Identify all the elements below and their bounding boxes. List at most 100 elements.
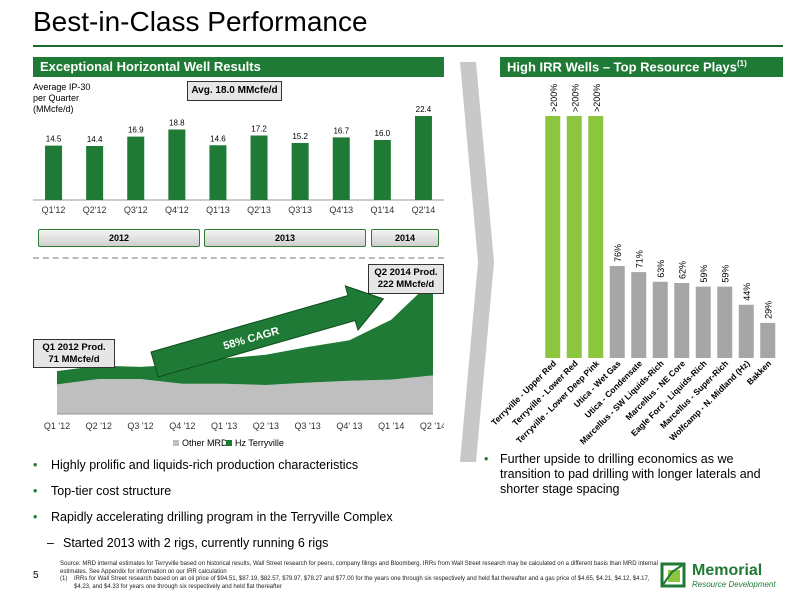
bar [168, 129, 186, 200]
bar [86, 146, 104, 200]
left-bullets: Highly prolific and liquids-rich product… [33, 458, 463, 562]
ip30-bar-chart: 14.5 Q1'12 14.4 Q2'12 16.9 Q3'12 18.8 Q4'12 14.6… [33, 105, 444, 215]
logo-name: Memorial [692, 562, 763, 579]
sub-bullet-item: Started 2013 with 2 rigs, currently runn… [33, 536, 463, 551]
data-label: 15.2 [292, 132, 308, 141]
bar [545, 116, 561, 358]
data-label: 22.4 [416, 105, 432, 114]
legend-swatch [226, 440, 232, 446]
footnote-note: (1) IRRs for Wall Street research based … [60, 576, 660, 591]
data-label: 71% [635, 250, 645, 268]
x-tick-label: Q2'12 [83, 205, 107, 215]
footnote-marker: (1) [736, 59, 747, 68]
data-label: 18.8 [169, 119, 185, 128]
data-label: 16.9 [128, 126, 144, 135]
right-bullet: Further upside to drilling economics as … [484, 452, 784, 497]
bar [414, 116, 432, 200]
section-divider [33, 257, 444, 259]
area-hz-terryville [57, 279, 433, 385]
data-label: 16.0 [375, 129, 391, 138]
x-tick-label: Q4'13 [329, 205, 353, 215]
footnote-note-marker: (1) [60, 576, 68, 582]
company-logo: Memorial Resource Development [660, 560, 790, 592]
data-label: 16.7 [333, 126, 349, 135]
bar [127, 136, 145, 200]
data-label: 29% [764, 301, 774, 319]
bar [674, 282, 690, 358]
footnote: Source: MRD internal estimates for Terry… [60, 561, 660, 591]
page-title: Best-in-Class Performance [33, 6, 368, 37]
cagr-arrow-shape [150, 285, 385, 378]
bar [291, 143, 309, 200]
irr-bar-chart: >200%Terryville - Upper Red>200%Terryvil… [490, 84, 776, 446]
bar [631, 272, 647, 358]
y-axis-label-line: (MMcfe/d) [33, 104, 74, 114]
callout-line: Q2 2014 Prod. [374, 267, 438, 278]
right-section-header: High IRR Wells – Top Resource Plays(1) [500, 57, 783, 77]
page-number: 5 [33, 570, 39, 581]
area-other-mrd [57, 375, 433, 414]
bar [717, 286, 733, 358]
x-tick-label: Q4' 13 [336, 421, 362, 431]
year-box-2013: 2013 [204, 229, 366, 247]
bar [566, 116, 582, 358]
average-label: Avg. 18.0 MMcfe/d [187, 81, 282, 101]
bar [652, 281, 668, 358]
footnote-source: Source: MRD internal estimates for Terry… [60, 561, 658, 575]
callout-line: 71 MMcfe/d [48, 354, 100, 365]
bar [609, 266, 625, 358]
bar [738, 304, 754, 358]
x-tick-label: Q3'12 [124, 205, 148, 215]
x-tick-label: Q3 '12 [127, 421, 153, 431]
data-label: 44% [742, 283, 752, 301]
production-area-chart: Q1 '12 Q2 '12 Q3 '12 Q4 '12 Q1 '13 Q2 '13 Q3 '… [44, 279, 444, 448]
title-divider [33, 45, 783, 47]
data-label: 17.2 [251, 125, 267, 134]
x-tick-label: Q1'13 [206, 205, 230, 215]
x-tick-label: Q1 '13 [211, 421, 237, 431]
bar [209, 145, 227, 200]
legend-swatch [173, 440, 179, 446]
data-label: >200% [592, 84, 602, 112]
logo-subtitle: Resource Development [692, 580, 776, 589]
left-section-header: Exceptional Horizontal Well Results [33, 57, 444, 77]
bullet-item: Top-tier cost structure [33, 484, 463, 499]
x-tick-label: Bakken [745, 358, 773, 386]
x-tick-label: Q1 '14 [378, 421, 404, 431]
legend-label: Hz Terryville [235, 438, 284, 448]
x-tick-label: Q3'13 [288, 205, 312, 215]
x-tick-label: Q4'12 [165, 205, 189, 215]
y-axis-label: Average IP-30 per Quarter (MMcfe/d) [33, 82, 90, 115]
q2-2014-callout: Q2 2014 Prod. 222 MMcfe/d [368, 264, 444, 294]
bar [760, 322, 776, 358]
x-tick-label: Q4 '12 [169, 421, 195, 431]
x-tick-label: Q2 '13 [253, 421, 279, 431]
q1-2012-callout: Q1 2012 Prod. 71 MMcfe/d [33, 339, 115, 368]
x-tick-label: Q2'14 [412, 205, 436, 215]
data-label: 14.4 [87, 135, 103, 144]
callout-line: Q1 2012 Prod. [42, 342, 106, 353]
bar [695, 286, 711, 358]
data-label: 14.6 [210, 134, 226, 143]
bar [45, 145, 63, 200]
callout-line: 222 MMcfe/d [377, 279, 435, 290]
data-label: >200% [570, 84, 580, 112]
bullet-item: Highly prolific and liquids-rich product… [33, 458, 463, 473]
bar [588, 116, 604, 358]
cagr-arrow: 58% CAGR [150, 285, 385, 378]
data-label: 63% [656, 260, 666, 278]
bar [332, 137, 350, 200]
x-tick-label: Q1'14 [370, 205, 394, 215]
data-label: 62% [678, 261, 688, 279]
logo-mark-icon [660, 562, 686, 588]
y-axis-label-line: Average IP-30 [33, 82, 91, 92]
x-tick-label: Q3 '13 [295, 421, 321, 431]
bar [373, 140, 391, 200]
transition-arrow [460, 62, 494, 462]
legend-label: Other MRD [182, 438, 228, 448]
x-tick-label: Q2 '12 [86, 421, 112, 431]
data-label: 14.5 [46, 135, 62, 144]
x-tick-label: Q2'13 [247, 205, 271, 215]
data-label: 59% [721, 265, 731, 283]
bar [250, 135, 268, 200]
